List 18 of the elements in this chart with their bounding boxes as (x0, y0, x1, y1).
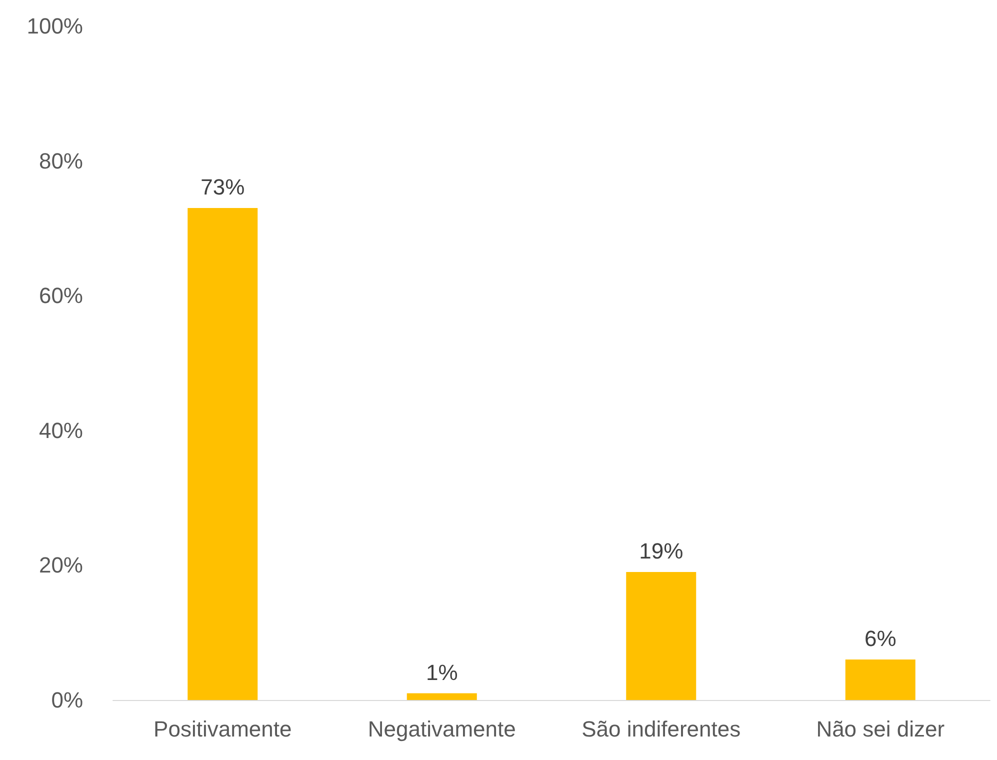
y-tick-label: 60% (38, 283, 83, 308)
data-label: 1% (426, 660, 458, 685)
y-tick-label: 80% (38, 148, 83, 174)
x-tick-label: Positivamente (154, 716, 292, 742)
bar (406, 693, 477, 700)
data-label: 19% (639, 538, 684, 564)
bar (188, 208, 258, 700)
data-label: 73% (200, 174, 245, 200)
y-tick-label: 100% (26, 14, 83, 38)
y-tick-label: 0% (51, 688, 83, 712)
bar (845, 660, 916, 700)
data-label: 6% (864, 626, 896, 652)
bar (626, 572, 696, 700)
x-tick-label: São indiferentes (582, 716, 741, 742)
y-tick-label: 40% (38, 418, 83, 443)
y-tick-label: 20% (38, 552, 83, 578)
x-tick-label: Negativamente (368, 716, 516, 742)
x-tick-label: Não sei dizer (816, 716, 945, 742)
